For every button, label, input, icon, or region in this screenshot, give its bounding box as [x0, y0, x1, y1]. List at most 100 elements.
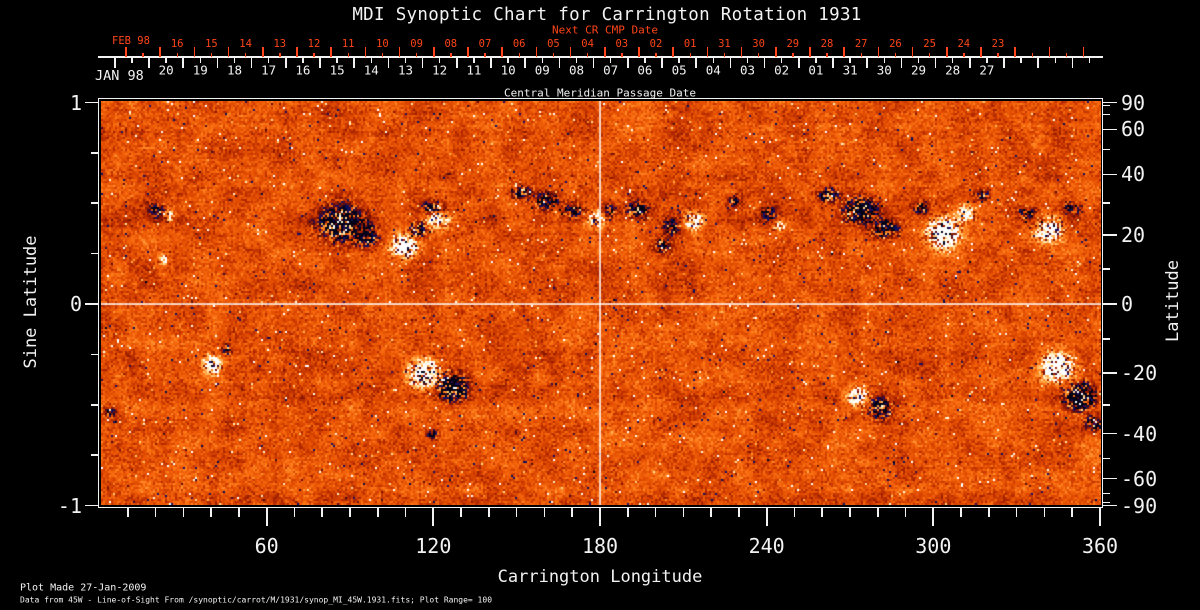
- latitude-minor-tick: [1103, 501, 1110, 504]
- next-cr-halfday-tick: [552, 52, 555, 57]
- next-cr-day-tick: [398, 46, 401, 57]
- cmp-day-tick: [729, 57, 732, 68]
- next-cr-date-label: 27: [854, 38, 868, 50]
- cmp-day-tick: [832, 57, 834, 68]
- cmp-date-label: 18: [226, 62, 243, 78]
- next-cr-date-label: 25: [923, 38, 936, 50]
- latitude-minor-tick: [1103, 113, 1110, 116]
- cmp-date-label: 12: [432, 62, 448, 78]
- longitude-minor-tick: [654, 508, 657, 517]
- latitude-tick-label: 60: [1121, 117, 1146, 142]
- cmp-date-label: 15: [329, 62, 345, 78]
- cmp-halfday-tick: [746, 57, 749, 63]
- latitude-major-tick: [1103, 128, 1117, 131]
- longitude-minor-tick: [710, 508, 712, 517]
- cmp-date-label: 30: [876, 62, 892, 78]
- sine-latitude-minor-tick: [91, 454, 98, 456]
- longitude-minor-tick: [460, 508, 462, 517]
- longitude-major-tick: [765, 508, 768, 526]
- cmp-date-label: 02: [774, 62, 790, 78]
- cmp-day-tick: [695, 57, 697, 68]
- longitude-minor-tick: [1015, 508, 1018, 517]
- cmp-halfday-tick: [575, 57, 578, 63]
- longitude-major-tick: [932, 508, 935, 526]
- cmp-day-tick: [798, 57, 800, 68]
- latitude-tick-label: 40: [1121, 162, 1146, 187]
- cmp-date-label: 31: [842, 62, 858, 78]
- cmp-day-tick: [763, 57, 766, 68]
- next-cr-halfday-tick: [176, 52, 179, 57]
- next-cr-date-label: 16: [170, 38, 184, 50]
- cmp-date-label: 11: [466, 62, 482, 78]
- next-cr-day-tick: [740, 46, 743, 57]
- footer-data-source: Data from 45W - Line-of-Sight From /syno…: [20, 595, 493, 604]
- longitude-minor-tick: [543, 508, 546, 517]
- longitude-minor-tick: [154, 508, 157, 517]
- chart-title: MDI Synoptic Chart for Carrington Rotati…: [352, 5, 862, 25]
- cmp-day-tick: [524, 57, 526, 68]
- cmp-day-tick: [319, 57, 321, 68]
- latitude-major-tick: [1103, 477, 1117, 480]
- next-cr-day-tick: [604, 46, 606, 57]
- latitude-major-tick: [1103, 101, 1117, 104]
- cmp-halfday-tick: [644, 57, 646, 63]
- left-axis-title: Sine Latitude: [21, 235, 41, 369]
- sine-latitude-major-tick: [85, 303, 98, 305]
- next-cr-day-tick: [125, 46, 127, 57]
- sine-latitude-minor-tick: [91, 353, 98, 356]
- cmp-date-label: 13: [397, 62, 414, 78]
- cmp-halfday-tick: [780, 57, 783, 63]
- cmp-date-label: 10: [500, 62, 516, 78]
- cmp-halfday-tick: [473, 57, 475, 63]
- cmp-halfday-tick: [165, 57, 167, 63]
- longitude-minor-tick: [210, 508, 212, 517]
- next-cr-date-label: 04: [581, 38, 594, 50]
- next-cr-day-tick: [501, 46, 503, 57]
- longitude-minor-tick: [182, 508, 185, 517]
- longitude-minor-tick: [515, 508, 518, 517]
- longitude-minor-tick: [571, 508, 574, 517]
- cmp-day-tick: [456, 57, 458, 68]
- longitude-minor-tick: [321, 508, 324, 517]
- longitude-tick-label: 180: [581, 534, 619, 558]
- next-cr-date-label: 12: [307, 38, 321, 50]
- next-cr-date-label: 11: [341, 38, 355, 50]
- next-cr-halfday-tick: [757, 52, 760, 57]
- cmp-halfday-tick: [336, 57, 338, 63]
- next-cr-date-label: 08: [444, 38, 458, 50]
- latitude-minor-tick: [1103, 457, 1110, 460]
- cmp-halfday-tick: [1054, 57, 1057, 63]
- sine-latitude-minor-tick: [91, 152, 98, 154]
- cmp-halfday-tick: [199, 57, 202, 63]
- cmp-day-tick: [866, 57, 868, 68]
- longitude-minor-tick: [738, 508, 740, 517]
- next-cr-halfday-tick: [210, 52, 213, 57]
- cmp-halfday-tick: [815, 57, 817, 63]
- next-cr-date-label: 03: [615, 38, 629, 50]
- plot-border: [98, 98, 1103, 508]
- next-cr-day-tick: [364, 46, 367, 57]
- cmp-date-label: 03: [739, 62, 756, 78]
- next-cr-halfday-tick: [244, 52, 247, 57]
- cmp-day-tick: [285, 57, 287, 68]
- next-cr-day-tick: [330, 46, 332, 57]
- cmp-day-tick: [1037, 57, 1039, 68]
- cmp-halfday-tick: [131, 57, 133, 63]
- cmp-day-tick: [353, 57, 355, 68]
- latitude-tick-label: -40: [1121, 421, 1158, 446]
- next-cr-halfday-tick: [860, 52, 863, 57]
- next-cr-day-tick: [467, 46, 469, 57]
- cmp-day-tick: [216, 57, 219, 68]
- latitude-tick-label: -20: [1121, 360, 1158, 385]
- longitude-minor-tick: [488, 508, 490, 517]
- next-cr-axis-title: Next CR CMP Date: [552, 23, 658, 37]
- cmp-halfday-tick: [849, 57, 851, 63]
- longitude-minor-tick: [293, 508, 296, 517]
- next-cr-day-tick: [775, 46, 777, 57]
- cmp-date-label: 04: [705, 62, 721, 78]
- cmp-halfday-tick: [1088, 57, 1091, 63]
- next-cr-halfday-tick: [142, 52, 144, 57]
- next-cr-halfday-tick: [415, 52, 418, 57]
- longitude-minor-tick: [988, 508, 990, 517]
